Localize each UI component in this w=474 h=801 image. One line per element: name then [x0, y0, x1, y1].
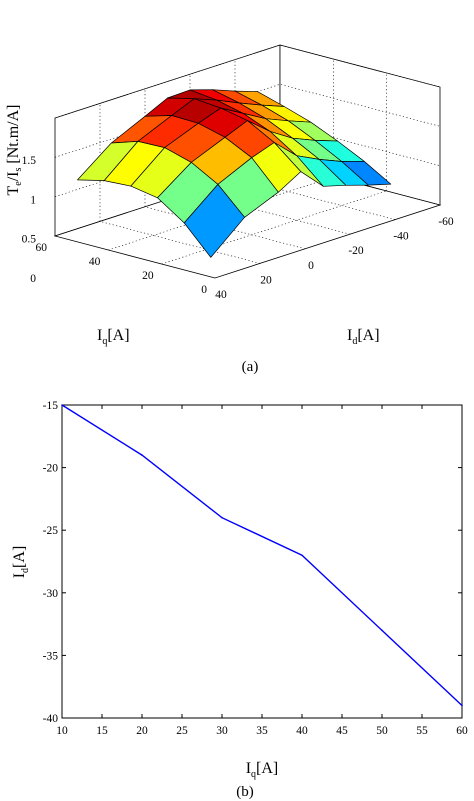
line-chart: 10 15 20 25 30 35 40 45 50 55 60 -15 -20 -25 -30 -35 -40…: [11, 400, 468, 800]
x-tick-label: 10: [56, 725, 68, 737]
line-chart-y-axis-label: Id[A]: [11, 546, 31, 579]
x-tick-label: 40: [296, 725, 308, 737]
id-tick-label: 40: [215, 289, 227, 301]
surface-chart-iq-axis-label: Iq[A]: [97, 327, 130, 347]
line-chart-series: [61, 404, 463, 707]
surface-grid-line-id: [144, 206, 306, 250]
surface-plot: [77, 89, 392, 258]
line-chart-ticks: 10 15 20 25 30 35 40 45 50 55 60 -15 -20 -25 -30 -35 -40: [43, 400, 468, 737]
surface-grid-line-id: [99, 221, 261, 264]
y-tick-label: -35: [43, 650, 59, 662]
line-chart-plot-area: [61, 404, 463, 719]
data-point: [461, 704, 463, 707]
z-tick-label: 0.5: [22, 234, 37, 246]
y-tick-label: -40: [43, 713, 59, 725]
x-tick-label: 25: [176, 725, 188, 737]
data-point: [141, 454, 143, 456]
data-point: [221, 516, 223, 519]
id-tick-label: 0: [308, 260, 314, 272]
id-tick-label: -60: [438, 216, 454, 228]
line-chart-x-axis-label: Iq[A]: [246, 760, 279, 780]
data-point: [61, 404, 63, 406]
data-point: [301, 554, 303, 557]
z-tick-label: 1.5: [22, 155, 37, 167]
z-tick-label: 1: [30, 194, 36, 206]
caption-b: (b): [236, 784, 254, 800]
x-tick-label: 50: [376, 725, 388, 737]
surface-patch: [183, 184, 245, 258]
surface-chart-z-axis-label: Te/Is [Nt.m/A]: [5, 104, 24, 195]
iq-tick-label: 0: [201, 284, 207, 296]
z-tick-label: 0: [30, 273, 36, 285]
x-tick-label: 30: [216, 725, 228, 737]
x-tick-label: 55: [416, 725, 428, 737]
y-tick-label: -20: [43, 463, 59, 475]
y-tick-label: -30: [43, 588, 59, 600]
iq-tick-label: 60: [36, 242, 48, 254]
surface-chart-ticks: 0 0.5 1 1.5 0 20 40 60 40 20 0 -20 -40 -60: [22, 155, 454, 301]
series-line: [61, 404, 463, 707]
surface-chart-id-axis-label: Id[A]: [347, 327, 380, 347]
data-point: [381, 629, 383, 632]
x-tick-label: 20: [136, 725, 148, 737]
x-tick-label: 15: [96, 725, 108, 737]
x-tick-label: 60: [456, 725, 468, 737]
y-tick-label: -25: [43, 525, 59, 537]
id-tick-label: -40: [393, 231, 409, 243]
id-tick-label: 20: [260, 274, 272, 286]
iq-tick-label: 20: [142, 270, 154, 282]
iq-tick-label: 40: [89, 256, 101, 268]
x-tick-label: 45: [336, 725, 348, 737]
caption-a: (a): [242, 359, 259, 375]
id-tick-label: -20: [348, 245, 364, 257]
x-tick-label: 35: [256, 725, 268, 737]
y-tick-label: -15: [43, 400, 59, 412]
surface-chart: 0 0.5 1 1.5 0 20 40 60 40 20 0 -20 -40 -60 Te/Is [Nt.…: [5, 44, 454, 375]
